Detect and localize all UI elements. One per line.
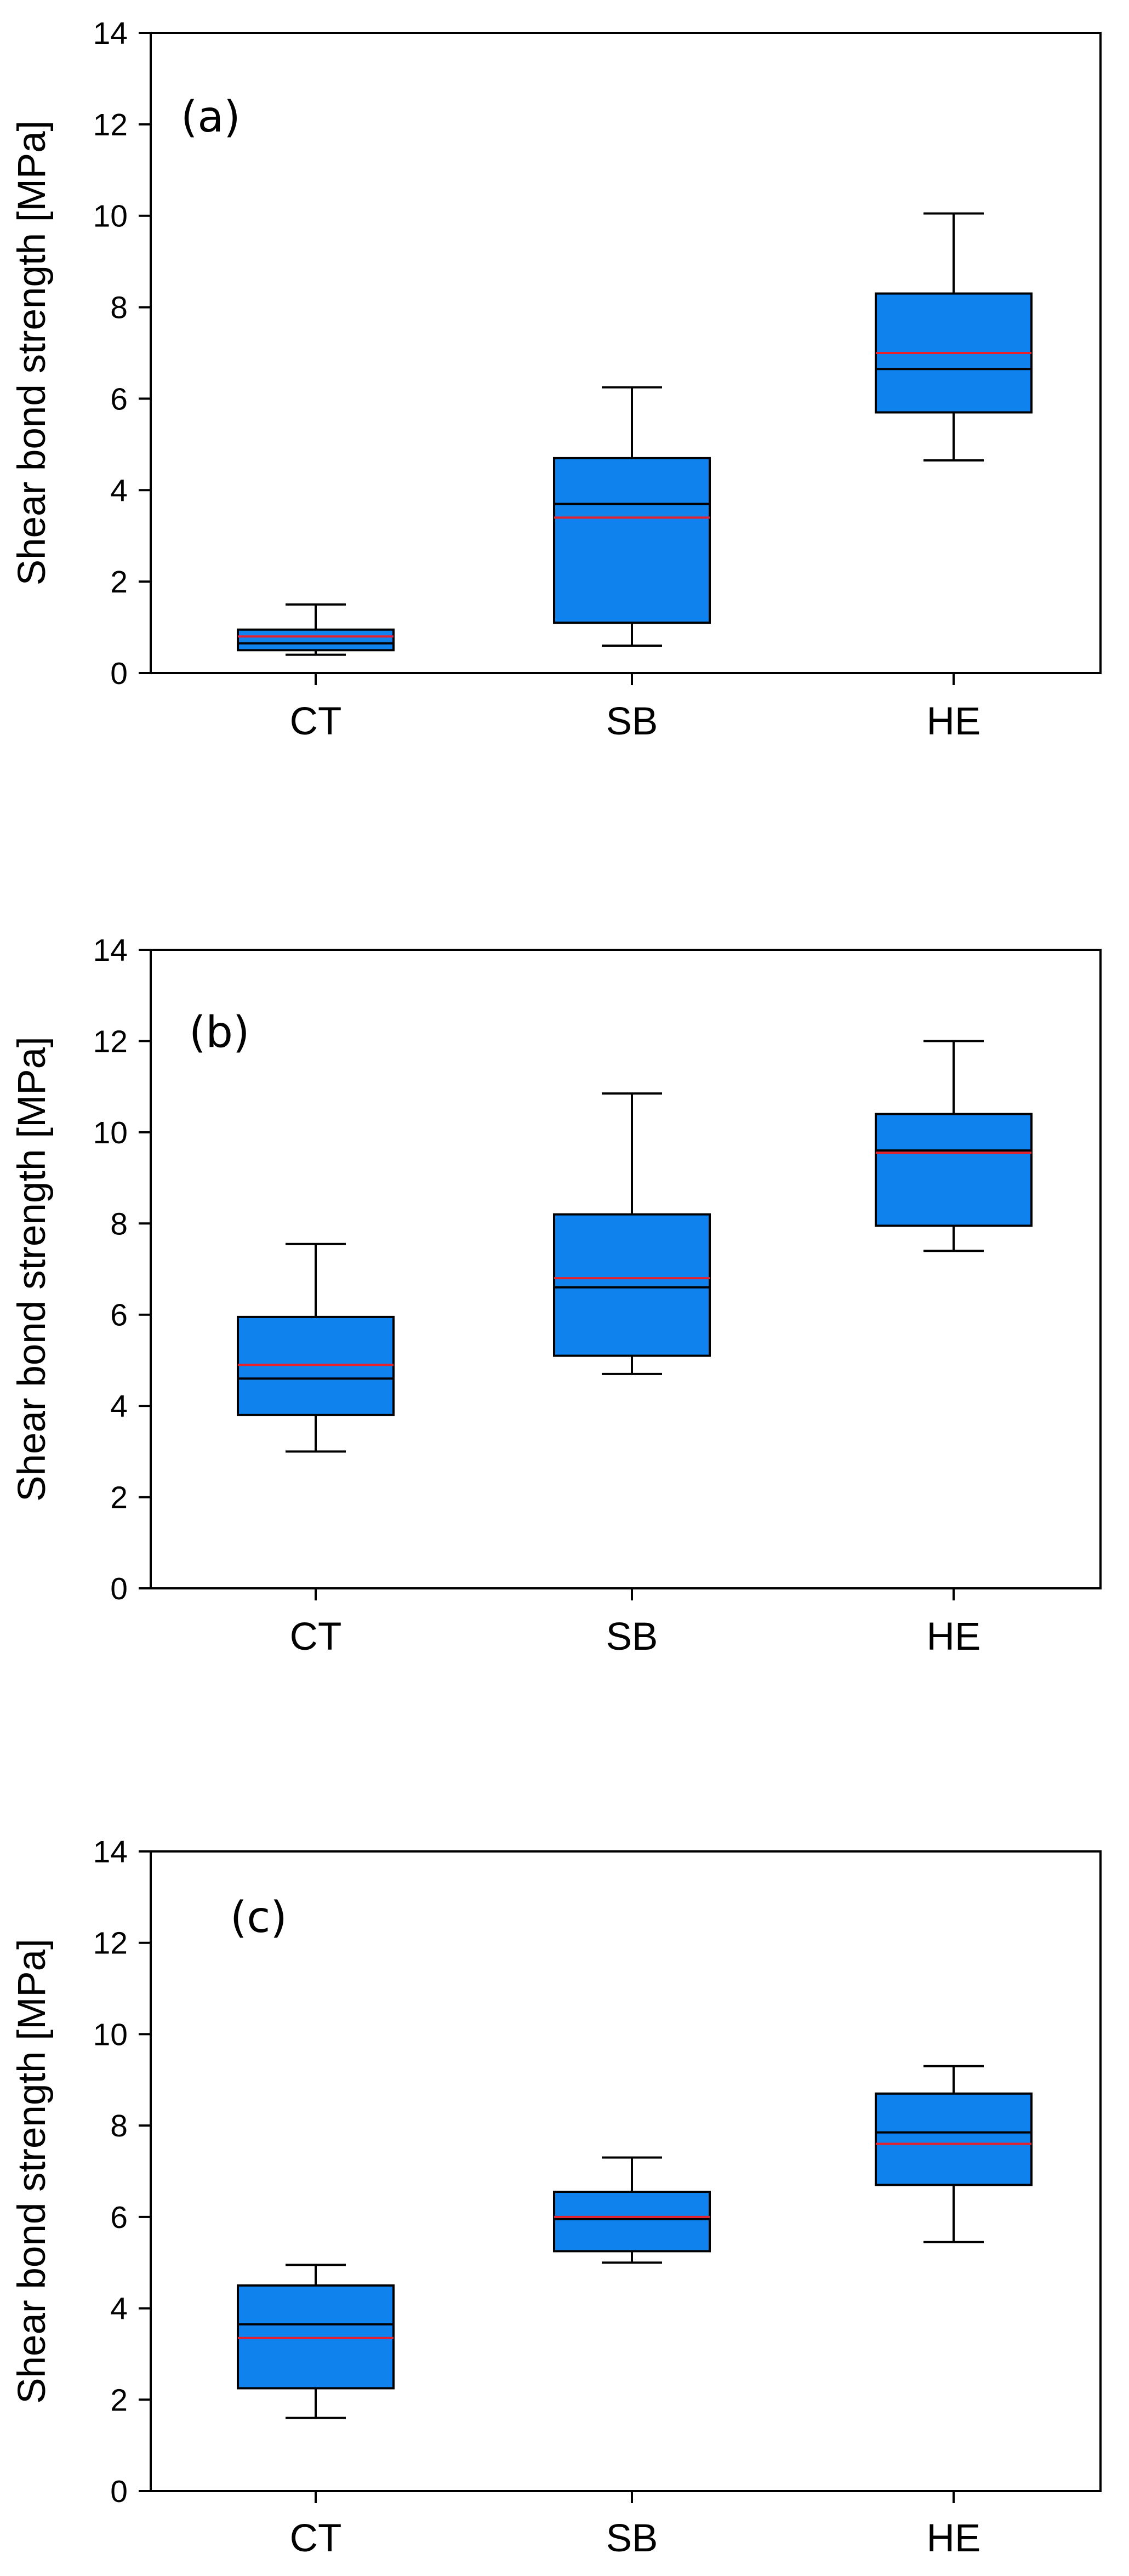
x-category-label-ct: CT	[290, 700, 342, 743]
y-tick-label: 0	[110, 1571, 128, 1606]
plot-frame	[150, 949, 1102, 1589]
box-he	[875, 1113, 1033, 1227]
y-axis-title: Shear bond strength [MPa]	[10, 1036, 54, 1502]
panel-c: 0 2 4 6 8 10 12 14 CT SB HE Shear bond strength [MP…	[10, 1834, 1102, 2560]
box-sb	[553, 1213, 711, 1357]
y-tick-label: 8	[110, 290, 128, 326]
box-sb	[553, 457, 711, 624]
y-tick-label: 4	[110, 473, 128, 508]
plot-frame	[150, 32, 1102, 674]
y-tick-label: 10	[93, 2017, 128, 2052]
y-tick-label: 2	[110, 2383, 128, 2418]
y-tick-label: 6	[110, 2200, 128, 2235]
x-category-label-sb: SB	[606, 2517, 658, 2560]
box-ct	[237, 628, 395, 652]
y-tick-label: 10	[93, 1115, 128, 1150]
y-tick-label: 12	[93, 1926, 128, 1961]
y-tick-label: 14	[93, 16, 128, 51]
x-category-label-sb: SB	[606, 1615, 658, 1659]
y-tick-label: 10	[93, 199, 128, 234]
box-he	[875, 2092, 1033, 2186]
panel-b: 0 2 4 6 8 10 12 14 CT SB HE Shear bond strength [MP…	[10, 933, 1102, 1659]
y-tick-label: 6	[110, 1298, 128, 1333]
x-category-label-he: HE	[927, 700, 981, 743]
y-tick-label: 14	[93, 933, 128, 968]
x-category-label-sb: SB	[606, 700, 658, 743]
panel-label: (b)	[189, 1008, 249, 1057]
box-ct	[237, 1315, 395, 1416]
y-tick-label: 0	[110, 2474, 128, 2509]
x-category-label-ct: CT	[290, 1615, 342, 1659]
panel-label: (a)	[181, 93, 241, 142]
panel-a: 0 2 4 6 8 10 12 14 CT SB HE Shear bond strength [MP…	[10, 16, 1102, 743]
y-axis-title: Shear bond strength [MPa]	[10, 121, 54, 586]
panel-label: (c)	[230, 1893, 287, 1942]
y-tick-label: 4	[110, 2292, 128, 2327]
x-category-label-he: HE	[927, 1615, 981, 1659]
box-ct	[237, 2284, 395, 2390]
x-category-label-ct: CT	[290, 2517, 342, 2560]
y-tick-label: 4	[110, 1389, 128, 1424]
y-axis-title: Shear bond strength [MPa]	[10, 1939, 54, 2404]
y-tick-label: 8	[110, 1206, 128, 1241]
plot-frame	[150, 1850, 1102, 2492]
box-sb	[553, 2191, 711, 2253]
y-tick-label: 8	[110, 2108, 128, 2144]
y-tick-label: 2	[110, 565, 128, 600]
x-category-label-he: HE	[927, 2517, 981, 2560]
y-tick-label: 12	[93, 107, 128, 143]
y-tick-label: 12	[93, 1024, 128, 1059]
y-tick-label: 14	[93, 1834, 128, 1870]
y-tick-label: 0	[110, 656, 128, 691]
y-tick-label: 2	[110, 1480, 128, 1515]
y-tick-label: 6	[110, 381, 128, 417]
